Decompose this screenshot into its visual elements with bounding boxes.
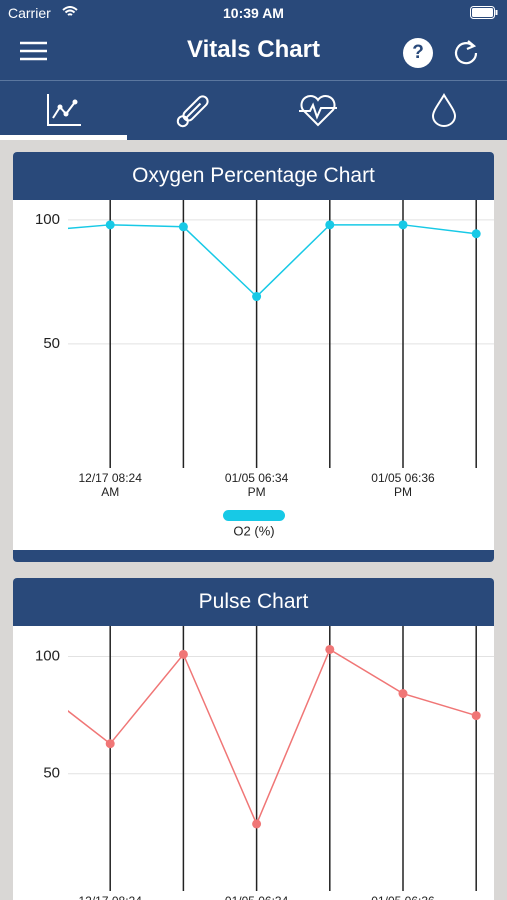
data-point: [252, 819, 262, 829]
data-point: [178, 649, 188, 659]
legend-label: O2 (%): [233, 523, 274, 538]
chart: 50 100: [33, 626, 494, 891]
carrier: Carrier: [8, 5, 51, 21]
x-tick-label: 01/05 06:36 PM: [363, 894, 443, 900]
data-point: [325, 644, 335, 654]
x-tick-label: 01/05 06:36 PM: [371, 471, 435, 499]
data-point: [252, 292, 262, 302]
x-tick-label: 12/17 08:24 AM: [70, 894, 150, 900]
y-tick-label: 50: [43, 765, 60, 782]
legend-swatch: [223, 510, 285, 521]
chart: 50 100 O2 (%): [33, 200, 494, 538]
refresh-button[interactable]: [452, 38, 480, 66]
data-point: [33, 227, 42, 236]
data-point: [398, 689, 408, 699]
data-point: [178, 222, 188, 232]
y-tick-label: 100: [35, 211, 60, 228]
pulse-tab[interactable]: [298, 93, 338, 127]
battery-icon: [470, 6, 498, 19]
nav-title: Vitals Chart: [187, 36, 320, 63]
chart-card: Pulse Chart 50 100 12/17 08:24 AM 01/05 06:3…: [13, 578, 494, 900]
chart-body: 50 100 12/17 08:24 AM 01/05 06:34 PM 01/05 0…: [13, 626, 494, 900]
x-tick-label: 01/05 06:34 PM: [224, 471, 289, 499]
divider: [0, 80, 507, 81]
plot: [33, 644, 481, 829]
active-tab-indicator: [0, 135, 127, 140]
data-point: [471, 711, 481, 721]
data-point: [33, 682, 42, 691]
clock: 10:39 AM: [223, 5, 284, 21]
y-tick-label: 50: [43, 335, 60, 352]
data-point: [471, 229, 481, 239]
card-footer: [13, 550, 494, 562]
temperature-tab[interactable]: [172, 92, 212, 132]
data-point: [105, 220, 115, 230]
y-tick-label: 100: [35, 647, 60, 664]
chart-card: Oxygen Percentage Chart 50 100 O2 (%) 12/17 …: [13, 152, 494, 562]
chart-tab[interactable]: [46, 93, 82, 127]
data-point: [105, 739, 115, 749]
wifi-icon: [62, 6, 78, 16]
header: Carrier 10:39 AM Vitals Chart ?: [0, 0, 507, 140]
drop-tab[interactable]: [430, 93, 458, 127]
x-tick-label: 12/17 08:24 AM: [78, 471, 142, 499]
data-point: [325, 220, 335, 230]
chart-body: 50 100 O2 (%) 12/17 08:24 AM 01/05 06:34 PM 0…: [13, 200, 494, 550]
chart-title: Oxygen Percentage Chart: [13, 152, 494, 200]
chart-title: Pulse Chart: [13, 578, 494, 626]
help-button[interactable]: ?: [403, 38, 433, 68]
x-tick-label: 01/05 06:34 PM: [217, 894, 297, 900]
menu-button[interactable]: [20, 41, 48, 61]
plot: [33, 220, 481, 302]
data-point: [398, 220, 408, 230]
